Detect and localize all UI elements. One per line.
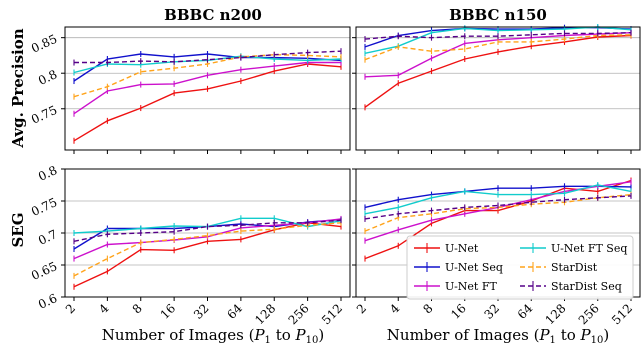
y-tick-label: 0.75	[29, 195, 59, 219]
row-label-top: Avg. Precision	[9, 28, 27, 148]
series-line	[364, 32, 632, 40]
series-stardist-seq	[73, 48, 342, 66]
series-line	[364, 195, 632, 220]
x-tick-label: 128	[543, 301, 569, 327]
series-u-net	[73, 219, 342, 290]
x-tick-label: 4	[387, 301, 403, 317]
x-tick-label: 128	[252, 301, 278, 327]
x-tick-label: 512	[609, 301, 635, 327]
legend-label: U-Net FT Seq	[551, 242, 627, 255]
series-line	[74, 50, 342, 64]
legend-label: U-Net FT	[445, 280, 497, 293]
legend-items: U-Net U-Net Seq U-Net FT U-Net FT Seq StarDi…	[414, 242, 627, 293]
legend-item-u-net-ft: U-Net FT	[414, 280, 497, 293]
series-u-net	[73, 60, 342, 144]
y-tick-label: 0.8	[36, 163, 59, 184]
legend-item-u-net-seq: U-Net Seq	[414, 261, 503, 274]
x-tick-label: 32	[481, 301, 502, 322]
panel-2: 0.6 0.65 0.7 0.75 0.8 2 4 8 16 32 64 128 256 512	[29, 163, 351, 327]
panel-0: 0.75 0.8 0.85	[29, 26, 351, 154]
series-stardist-seq	[364, 192, 632, 222]
x-tick-label: 8	[420, 301, 435, 316]
x-tick-label: 256	[576, 301, 602, 327]
series-stardist-seq	[73, 217, 342, 245]
panel-1	[352, 24, 641, 154]
series-u-net-ft	[73, 59, 342, 117]
x-tick-label: 32	[191, 301, 212, 322]
panel-frame	[64, 168, 351, 298]
series-line	[73, 222, 342, 288]
legend-item-stardist-seq: StarDist Seq	[520, 280, 622, 293]
legend: U-Net U-Net Seq U-Net FT U-Net FT Seq StarDi…	[406, 235, 634, 300]
legend-item-u-net-ft-seq: U-Net FT Seq	[520, 242, 627, 255]
legend-label: U-Net Seq	[445, 261, 503, 274]
series-stardist-seq	[364, 29, 632, 43]
x-tick-label: 2	[354, 301, 369, 316]
y-tick-label: 0.75	[29, 103, 59, 127]
x-tick-label: 512	[319, 301, 345, 327]
legend-label: StarDist	[551, 261, 598, 274]
legend-item-stardist: StarDist	[520, 261, 598, 274]
x-axis-label-left: Number of Images (P1 to P10)	[102, 326, 324, 346]
y-tick-label: 0.6	[36, 291, 59, 312]
x-tick-label: 8	[130, 301, 145, 316]
x-axis-label-right: Number of Images (P1 to P10)	[387, 326, 609, 346]
x-tick-label: 16	[158, 301, 179, 322]
legend-item-u-net: U-Net	[414, 242, 479, 255]
series-u-net-seq	[73, 51, 342, 85]
x-tick-label: 4	[96, 301, 112, 317]
legend-label: StarDist Seq	[551, 280, 622, 293]
y-tick-label: 0.65	[29, 259, 59, 283]
column-title-right: BBBC n150	[449, 6, 547, 24]
panel-frame	[64, 26, 351, 151]
panel-frame	[355, 26, 641, 151]
y-tick-label: 0.7	[36, 227, 59, 248]
y-tick-label: 0.8	[36, 67, 59, 88]
x-tick-label: 64	[224, 301, 245, 322]
row-label-bottom: SEG	[9, 212, 27, 247]
column-title-left: BBBC n200	[164, 6, 262, 24]
x-tick-label: 2	[63, 301, 78, 316]
x-tick-label: 64	[515, 301, 536, 322]
x-tick-label: 16	[448, 301, 469, 322]
x-tick-label: 256	[286, 301, 312, 327]
series-line	[73, 222, 342, 277]
y-tick-label: 0.85	[29, 32, 59, 56]
legend-label: U-Net	[445, 242, 479, 255]
series-u-net-ft-seq	[364, 182, 632, 217]
